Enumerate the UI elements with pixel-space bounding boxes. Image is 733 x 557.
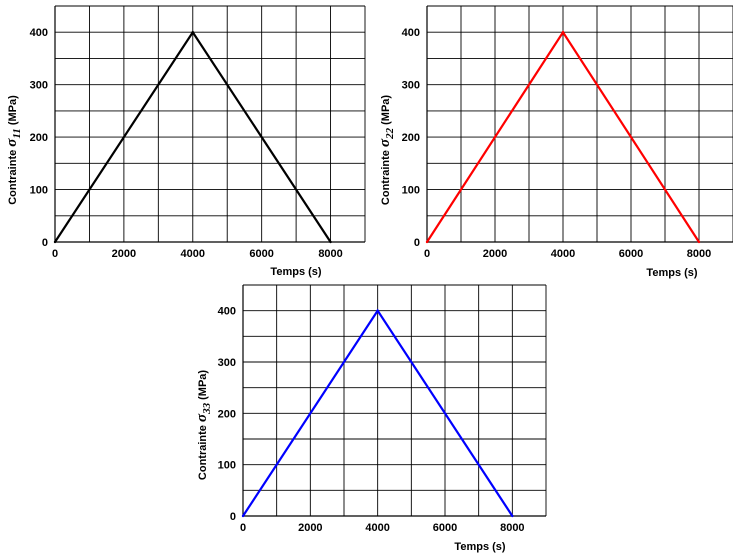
x-tick-label: 0 bbox=[240, 522, 246, 534]
chart-panel-1: 0 2000 4000 6000 8000 0 100 200 300 400 Temps (s) C… bbox=[4, 5, 366, 278]
x-tick-label: 2000 bbox=[483, 248, 507, 260]
y-tick-label: 0 bbox=[230, 511, 236, 523]
y-tick-label: 300 bbox=[218, 357, 236, 369]
x-tick-label: 6000 bbox=[619, 248, 643, 260]
y-tick-label: 200 bbox=[30, 132, 48, 144]
x-tick-label: 0 bbox=[424, 248, 430, 260]
x-tick-label: 8000 bbox=[687, 248, 711, 260]
data-point bbox=[697, 240, 701, 244]
y-tick-label: 200 bbox=[402, 132, 420, 144]
data-point bbox=[511, 514, 514, 518]
y-tick-label: 400 bbox=[218, 306, 236, 318]
x-tick-label: 2000 bbox=[112, 248, 136, 260]
x-axis-label: Temps (s) bbox=[646, 267, 697, 279]
data-point bbox=[561, 31, 565, 34]
y-tick-label: 300 bbox=[30, 80, 48, 92]
x-tick-label: 8000 bbox=[318, 248, 342, 260]
y-tick-label: 100 bbox=[218, 460, 236, 472]
data-point bbox=[425, 240, 429, 244]
data-point bbox=[53, 240, 57, 244]
data-point bbox=[329, 240, 332, 244]
y-tick-label: 0 bbox=[42, 237, 48, 249]
chart-panel-2: 0 2000 4000 6000 8000 0 100 200 300 400 Temps (s) C… bbox=[377, 5, 733, 279]
x-tick-label: 6000 bbox=[433, 522, 457, 534]
y-tick-label: 300 bbox=[402, 80, 420, 92]
data-point bbox=[191, 31, 194, 34]
y-tick-label: 100 bbox=[30, 185, 48, 197]
x-tick-label: 4000 bbox=[551, 248, 575, 260]
y-tick-label: 100 bbox=[402, 185, 420, 197]
x-tick-label: 4000 bbox=[181, 248, 205, 260]
data-point bbox=[376, 309, 379, 312]
chart-panel-3: 0 2000 4000 6000 8000 0 100 200 300 400 Temps (s) C… bbox=[194, 284, 547, 553]
y-tick-label: 200 bbox=[218, 408, 236, 420]
y-axis-label: Contrainte σ22 (MPa) bbox=[377, 95, 396, 205]
x-axis-label: Temps (s) bbox=[454, 541, 505, 553]
x-tick-label: 6000 bbox=[249, 248, 273, 260]
y-axis-label: Contrainte σ11 (MPa) bbox=[4, 95, 23, 205]
x-tick-label: 8000 bbox=[500, 522, 524, 534]
y-axis-label: Contrainte σ33 (MPa) bbox=[194, 370, 213, 480]
data-point bbox=[241, 514, 245, 518]
x-tick-label: 0 bbox=[52, 248, 58, 260]
x-axis-label: Temps (s) bbox=[270, 266, 321, 278]
y-tick-label: 0 bbox=[414, 237, 420, 249]
x-tick-label: 4000 bbox=[365, 522, 389, 534]
y-tick-label: 400 bbox=[402, 27, 420, 39]
x-tick-label: 2000 bbox=[298, 522, 322, 534]
y-tick-label: 400 bbox=[30, 27, 48, 39]
